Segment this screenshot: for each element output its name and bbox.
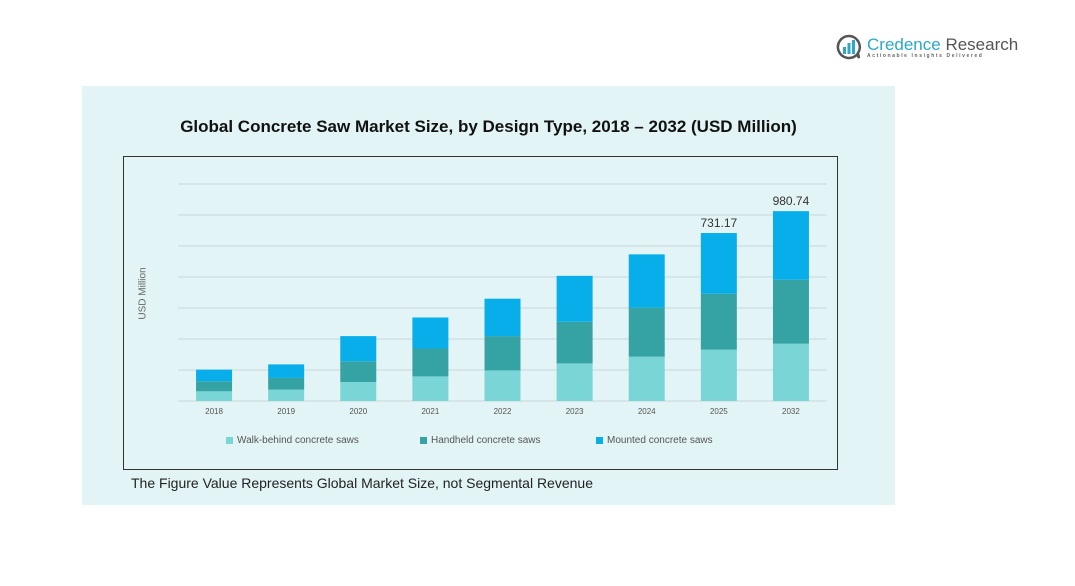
legend-label: Walk-behind concrete saws: [237, 435, 359, 446]
x-tick-label: 2032: [782, 407, 800, 416]
bar-segment: [412, 348, 449, 377]
x-tick-label: 2022: [494, 407, 512, 416]
bar-segment: [628, 307, 665, 357]
bar-segment: [556, 321, 593, 364]
data-label: 980.74: [773, 194, 810, 208]
logo-brand-first: Credence: [867, 34, 941, 54]
bar-segment: [268, 389, 305, 401]
x-tick-label: 2018: [205, 407, 223, 416]
x-tick-label: 2020: [349, 407, 367, 416]
x-tick-label: 2025: [710, 407, 728, 416]
bar-segment: [772, 343, 809, 401]
legend-label: Mounted concrete saws: [607, 435, 713, 446]
bar-segment: [484, 370, 521, 401]
bar-segment: [556, 275, 593, 322]
bar-segment: [196, 369, 233, 382]
chart-background-panel: [82, 86, 895, 505]
legend-swatch: [226, 437, 233, 444]
x-tick-label: 2021: [421, 407, 439, 416]
bar-segment: [628, 356, 665, 401]
bar-segment: [268, 377, 305, 390]
y-axis-label: USD Million: [137, 267, 149, 320]
chart-title: Global Concrete Saw Market Size, by Desi…: [180, 117, 797, 136]
logo-bar-chart-icon: [836, 34, 861, 60]
bar-segment: [340, 382, 377, 401]
legend-item-handheld: Handheld concrete saws: [420, 435, 541, 446]
bar-segment: [484, 298, 521, 337]
bar-segment: [700, 349, 737, 401]
bar-segment: [484, 336, 521, 371]
x-tick-label: 2024: [638, 407, 656, 416]
legend-swatch: [596, 437, 603, 444]
logo-tagline: Actionable Insights Delivered: [867, 52, 984, 59]
credence-research-logo: Credence Research Actionable Insights De…: [836, 34, 1018, 60]
chart-frame: [123, 156, 838, 470]
legend-item-mounted: Mounted concrete saws: [596, 435, 713, 446]
bar-segment: [772, 279, 809, 344]
footnote: The Figure Value Represents Global Marke…: [131, 475, 593, 491]
bar-segment: [196, 391, 233, 401]
legend-label: Handheld concrete saws: [431, 435, 541, 446]
data-label: 731.17: [700, 216, 737, 230]
x-tick-label: 2019: [277, 407, 295, 416]
bar-segment: [772, 211, 809, 280]
bar-segment: [556, 363, 593, 401]
bar-segment: [412, 376, 449, 401]
bar-segment: [412, 317, 449, 349]
logo-brand-second: Research: [945, 34, 1019, 54]
legend-item-walk-behind: Walk-behind concrete saws: [226, 435, 359, 446]
bar-segment: [700, 293, 737, 350]
bar-segment: [340, 336, 377, 362]
bar-segment: [268, 364, 305, 378]
x-tick-label: 2023: [566, 407, 584, 416]
bar-segment: [196, 381, 233, 392]
bar-segment: [700, 233, 737, 294]
bar-segment: [340, 361, 377, 383]
legend-swatch: [420, 437, 427, 444]
bar-segment: [628, 254, 665, 308]
